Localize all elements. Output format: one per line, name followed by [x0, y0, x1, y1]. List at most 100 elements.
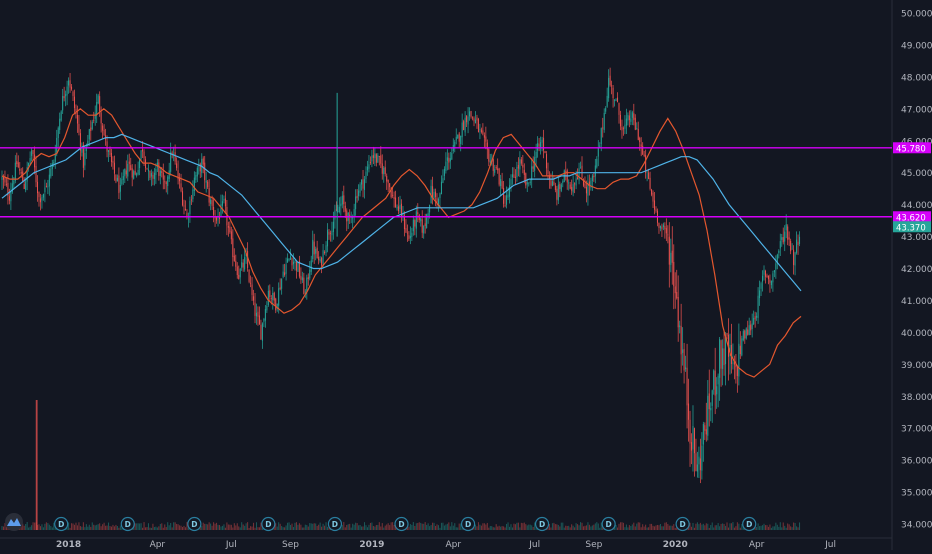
tradingview-logo[interactable] [5, 513, 23, 531]
volume-bar [597, 523, 599, 530]
volume-bar [168, 525, 170, 530]
candle-body [398, 206, 400, 212]
candle-body [550, 178, 552, 186]
volume-bar [637, 522, 639, 530]
candle-body [278, 288, 280, 306]
candle-body [547, 170, 549, 174]
candle-body [365, 171, 367, 180]
y-axis[interactable]: 34.000 35.000 36.000 37.000 38.000 39.000 40.0… [901, 10, 932, 531]
candle-body [695, 453, 697, 471]
volume-bar [643, 526, 645, 530]
volume-bar [303, 527, 305, 530]
candle-body [686, 367, 688, 406]
volume-bar [776, 524, 778, 530]
volume-bar [455, 527, 457, 530]
candle-body [273, 292, 275, 301]
dividend-marker-label: D [191, 520, 197, 529]
candle-body [131, 168, 133, 178]
candle-body [606, 95, 608, 107]
candle-body [489, 160, 491, 163]
candle-body [719, 339, 721, 378]
candle-body [560, 184, 562, 191]
volume-bar [87, 526, 89, 530]
volume-bar [711, 522, 713, 530]
volume-bar [534, 522, 536, 530]
candle-body [88, 129, 90, 140]
candle-body [353, 209, 355, 216]
candle-body [658, 222, 660, 228]
candle-body [164, 181, 166, 183]
volume-bar [525, 524, 527, 530]
volume-bar [224, 527, 226, 530]
candle-body [375, 154, 377, 163]
candle-body [254, 302, 256, 316]
volume-bar [726, 522, 728, 530]
volume-bar [517, 522, 519, 530]
volume-bar [624, 527, 626, 530]
volume-bar [702, 523, 704, 530]
candle-body [617, 97, 619, 103]
volume-bar [622, 522, 624, 530]
volume-bar [412, 522, 414, 530]
candle-body [47, 186, 49, 188]
candle-body [313, 241, 315, 255]
candle-body [355, 196, 357, 210]
candle-body [704, 425, 706, 431]
candle-body [264, 309, 266, 321]
x-axis[interactable]: 2018 Apr Jul Sep 2019 Apr Jul Sep 2020 Apr Jul [56, 540, 836, 550]
candle-body [528, 182, 530, 184]
candle-body [257, 311, 259, 317]
candle-body [525, 173, 527, 186]
volume-bar [707, 523, 709, 530]
candle-body [258, 315, 260, 325]
volume-bar [553, 522, 555, 530]
volume-bar [349, 523, 351, 530]
price-label-box [893, 221, 931, 233]
candle-body [685, 367, 687, 370]
volume-bar [627, 527, 629, 530]
volume-bar [294, 522, 296, 530]
candle-body [427, 213, 429, 217]
volume-bar [242, 524, 244, 530]
moving-average-slow [1, 133, 802, 292]
y-tick-label: 40.000 [901, 329, 932, 339]
horizontal-lines[interactable] [0, 147, 892, 218]
volume-bar [292, 527, 295, 530]
candle-body [16, 160, 18, 165]
candle-body [99, 96, 101, 112]
candle-body [32, 149, 34, 155]
candle-body [469, 111, 471, 117]
x-tick-label: Jul [528, 540, 540, 550]
candle-body [196, 167, 198, 177]
candle-body [270, 298, 272, 299]
volume-bar [353, 524, 355, 530]
candle-body [714, 370, 716, 396]
candle-body [693, 428, 695, 454]
candle-body [652, 192, 654, 202]
candle-body [121, 179, 123, 185]
volume-bar [295, 522, 297, 530]
volume-bar [97, 524, 99, 530]
volume-bar [449, 526, 451, 530]
volume-bar [435, 525, 437, 530]
y-tick-label: 36.000 [901, 457, 932, 467]
volume-bar [359, 525, 361, 530]
candle-body [362, 179, 364, 189]
volume-bar [406, 526, 408, 530]
candle-body [292, 261, 295, 265]
candle-body [338, 206, 340, 213]
volume-bar [365, 525, 367, 530]
candle-body [458, 133, 460, 142]
candle-body [756, 315, 758, 318]
candle-body [655, 209, 657, 211]
volume-bar [221, 525, 223, 530]
volume-bar [779, 522, 781, 530]
candle-body [577, 177, 579, 180]
x-tick-label: 2019 [359, 540, 384, 550]
candle-body [25, 181, 27, 191]
volume-bar [659, 523, 661, 530]
volume-bar [378, 522, 380, 530]
